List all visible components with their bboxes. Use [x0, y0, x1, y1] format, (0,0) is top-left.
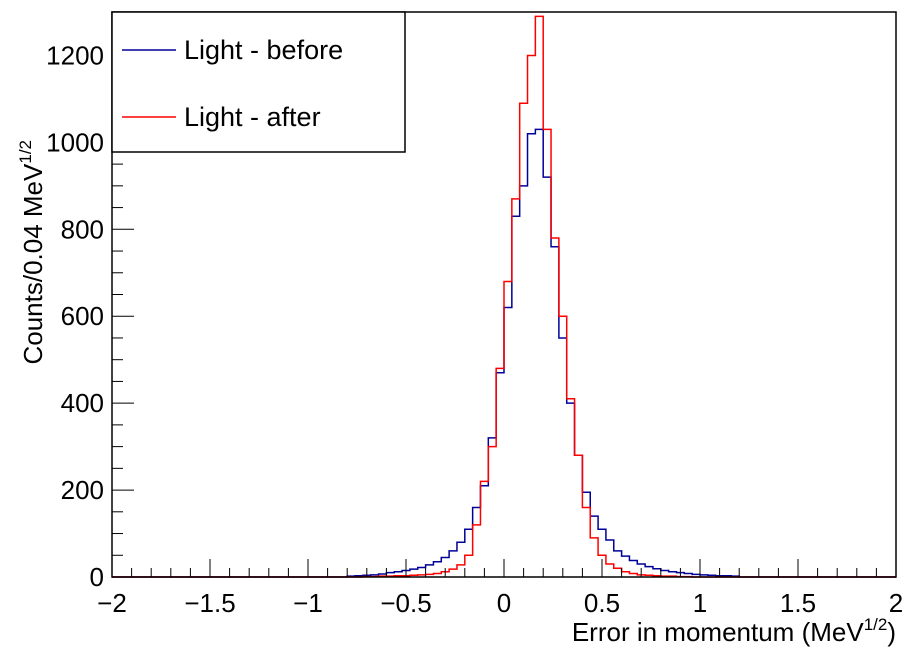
x-axis-ticks: −2 −1.5 −1 −0.5 0 0.5 1 1.5 2: [97, 559, 903, 618]
x-tick-label: −2: [97, 588, 127, 618]
y-tick-label: 200: [61, 475, 104, 505]
x-axis-title-sup: 1/2: [864, 615, 888, 634]
y-tick-label: 1000: [46, 127, 104, 157]
y-tick-label: 1200: [46, 40, 104, 70]
x-axis-title-main: Error in momentum (MeV: [572, 617, 864, 647]
x-tick-label: 2: [889, 588, 903, 618]
x-tick-label: −1: [293, 588, 323, 618]
x-tick-label: 0.5: [584, 588, 620, 618]
x-tick-label: −0.5: [380, 588, 431, 618]
y-axis-title-main: Counts/0.04 MeV: [18, 163, 48, 365]
x-tick-label: 1: [693, 588, 707, 618]
y-axis-ticks: 0 200 400 600 800 1000 1200: [46, 11, 134, 592]
legend-label-after: Light - after: [184, 102, 321, 132]
y-tick-label: 0: [90, 562, 104, 592]
series-line-after: [112, 15, 896, 578]
y-tick-label: 800: [61, 214, 104, 244]
series-layer: [112, 15, 896, 578]
y-axis-title: Counts/0.04 MeV1/2: [16, 140, 48, 365]
x-tick-label: 0: [497, 588, 511, 618]
legend: Light - before Light - after: [111, 11, 406, 153]
legend-box: [111, 11, 406, 153]
y-tick-label: 400: [61, 388, 104, 418]
series-line-before: [112, 128, 896, 578]
x-axis-title: Error in momentum (MeV1/2): [572, 615, 896, 647]
x-tick-label: 1.5: [780, 588, 816, 618]
y-axis-title-sup: 1/2: [16, 140, 35, 164]
legend-label-before: Light - before: [184, 35, 343, 65]
y-tick-label: 600: [61, 301, 104, 331]
x-axis-title-end: ): [887, 617, 896, 647]
x-tick-label: −1.5: [184, 588, 235, 618]
